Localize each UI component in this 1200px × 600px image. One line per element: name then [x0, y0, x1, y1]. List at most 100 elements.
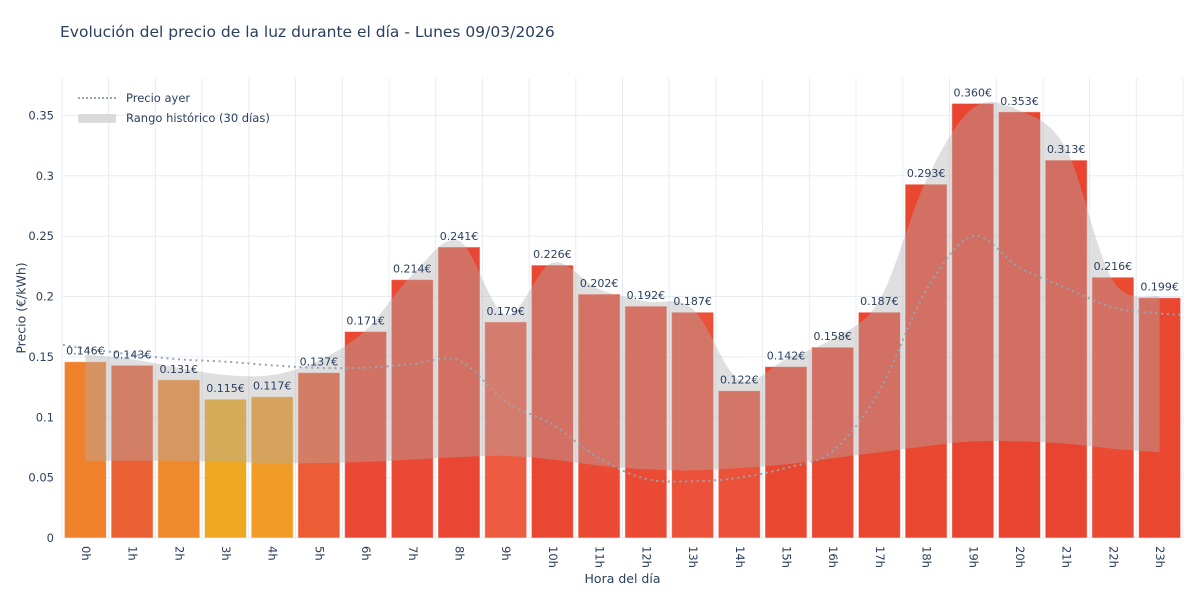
bar-value-label: 0.187€ — [860, 295, 899, 308]
x-tick-label: 23h — [1153, 546, 1167, 568]
bar-value-label: 0.360€ — [954, 86, 993, 99]
x-tick-label: 16h — [826, 546, 840, 568]
x-tick-label: 3h — [219, 546, 233, 561]
y-tick-label: 0.3 — [36, 169, 54, 183]
y-axis-title: Precio (€/kWh) — [13, 262, 29, 354]
x-tick-label: 9h — [499, 546, 513, 561]
price-bar-1h — [110, 364, 154, 539]
bar-value-label: 0.143€ — [113, 348, 152, 361]
price-bar-10h — [530, 264, 574, 539]
x-tick-label: 22h — [1106, 546, 1120, 568]
price-bar-9h — [484, 321, 528, 539]
dotted-line-swatch-icon — [78, 97, 116, 99]
bars-layer — [63, 102, 1182, 539]
y-tick-labels: 0 0.05 0.1 0.15 0.2 0.25 0.3 0.35 — [28, 108, 54, 545]
bar-value-label: 0.187€ — [673, 295, 712, 308]
x-tick-labels: 0h 1h 2h 3h 4h 5h 6h 7h 8h 9h 10h 11h 12h 13h 14h 15h 16… — [79, 546, 1167, 568]
x-tick-label: 4h — [266, 546, 280, 561]
x-tick-label: 20h — [1013, 546, 1027, 568]
price-bar-12h — [624, 305, 668, 539]
legend-item-rango-historico: Rango histórico (30 días) — [78, 111, 270, 125]
x-tick-label: 12h — [639, 546, 653, 568]
bar-value-labels: 0.146€ 0.143€ 0.131€ 0.115€ 0.117€ 0.137€ 0.17… — [66, 86, 1179, 395]
price-bar-4h — [250, 396, 294, 539]
price-bar-5h — [297, 372, 341, 539]
band-swatch-icon — [78, 113, 116, 123]
x-tick-label: 13h — [686, 546, 700, 568]
x-tick-label: 0h — [79, 546, 93, 561]
bar-value-label: 0.192€ — [627, 289, 666, 302]
price-bar-22h — [1091, 276, 1135, 539]
x-tick-label: 21h — [1060, 546, 1074, 568]
grid-layer — [61, 78, 1184, 539]
y-tick-label: 0.1 — [36, 410, 54, 424]
price-bar-0h — [63, 361, 107, 539]
price-bar-20h — [998, 111, 1041, 539]
price-bar-2h — [157, 379, 201, 539]
bar-value-label: 0.158€ — [813, 330, 852, 343]
price-bar-3h — [204, 398, 247, 539]
bar-value-label: 0.122€ — [720, 374, 759, 387]
price-bar-15h — [764, 366, 808, 539]
historical-range-layer — [85, 102, 1160, 471]
bar-value-label: 0.353€ — [1000, 95, 1039, 108]
bar-value-label: 0.216€ — [1094, 260, 1133, 273]
y-tick-label: 0 — [47, 531, 54, 545]
yesterday-line-layer — [62, 234, 1184, 483]
bar-value-label: 0.179€ — [486, 305, 525, 318]
price-bar-17h — [857, 311, 901, 539]
x-tick-label: 15h — [780, 546, 794, 568]
price-bar-6h — [344, 331, 388, 539]
x-tick-label: 1h — [126, 546, 140, 561]
price-bar-18h — [904, 183, 948, 539]
price-bar-19h — [951, 102, 995, 539]
x-tick-label: 14h — [733, 546, 747, 568]
chart-title: Evolución del precio de la luz durante e… — [60, 23, 555, 41]
bar-value-label: 0.202€ — [580, 277, 619, 290]
y-tick-label: 0.25 — [28, 229, 54, 243]
legend-item-precio-ayer: Precio ayer — [78, 91, 270, 105]
bar-value-label: 0.142€ — [767, 350, 806, 363]
bar-value-label: 0.199€ — [1140, 281, 1179, 294]
bar-value-label: 0.137€ — [300, 356, 339, 369]
x-tick-label: 18h — [920, 546, 934, 568]
price-bar-13h — [671, 311, 715, 539]
bar-value-label: 0.146€ — [66, 345, 105, 358]
legend: Precio ayer Rango histórico (30 días) — [78, 91, 270, 125]
price-bar-14h — [717, 390, 761, 539]
x-tick-label: 11h — [593, 546, 607, 568]
y-tick-label: 0.2 — [36, 290, 54, 304]
x-tick-label: 7h — [406, 546, 420, 561]
legend-label-rango-historico: Rango histórico (30 días) — [126, 111, 270, 125]
price-bar-16h — [811, 346, 855, 539]
price-bar-21h — [1044, 159, 1088, 539]
x-tick-label: 8h — [453, 546, 467, 561]
bar-value-label: 0.241€ — [440, 230, 479, 243]
y-tick-label: 0.15 — [28, 350, 54, 364]
price-bar-23h — [1138, 297, 1182, 539]
x-tick-label: 6h — [359, 546, 373, 561]
x-tick-label: 2h — [172, 546, 186, 561]
bar-value-label: 0.171€ — [346, 315, 385, 328]
legend-label-precio-ayer: Precio ayer — [126, 91, 191, 105]
bar-value-label: 0.117€ — [253, 380, 292, 393]
x-tick-label: 17h — [873, 546, 887, 568]
bar-value-label: 0.214€ — [393, 263, 432, 276]
price-bar-7h — [390, 279, 434, 539]
historical-range-band — [85, 102, 1160, 471]
price-bar-11h — [577, 293, 621, 539]
bar-value-label: 0.313€ — [1047, 143, 1086, 156]
x-tick-label: 10h — [546, 546, 560, 568]
bar-value-label: 0.115€ — [206, 382, 245, 395]
x-axis-title: Hora del día — [584, 571, 661, 586]
yesterday-price-line — [62, 234, 1184, 483]
price-bar-8h — [437, 246, 481, 539]
y-tick-label: 0.05 — [28, 471, 54, 485]
x-tick-label: 5h — [312, 546, 326, 561]
x-tick-label: 19h — [966, 546, 980, 568]
bar-value-label: 0.226€ — [533, 248, 572, 261]
bar-value-label: 0.131€ — [160, 363, 199, 376]
bar-value-label: 0.293€ — [907, 167, 946, 180]
